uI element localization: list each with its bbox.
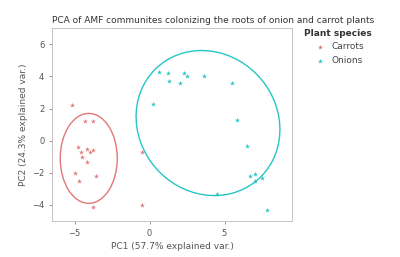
Y-axis label: PC2 (24.3% explained var.): PC2 (24.3% explained var.): [19, 63, 28, 186]
Point: [251, 172, 258, 177]
Point: [251, 179, 258, 183]
Point: [71, 171, 78, 175]
Point: [244, 143, 250, 148]
Point: [89, 119, 96, 124]
Point: [184, 75, 190, 79]
Point: [263, 208, 270, 212]
Point: [74, 145, 81, 149]
Point: [166, 79, 172, 83]
Point: [92, 174, 99, 178]
Point: [176, 81, 183, 85]
Point: [76, 179, 82, 183]
Point: [83, 147, 90, 151]
Point: [83, 160, 90, 164]
Point: [139, 150, 145, 154]
Point: [155, 70, 162, 74]
Point: [89, 148, 96, 152]
Point: [200, 75, 207, 79]
Point: [247, 174, 253, 178]
Point: [139, 203, 145, 207]
Point: [82, 119, 88, 124]
Point: [181, 71, 187, 75]
Point: [86, 150, 93, 154]
Point: [79, 155, 85, 159]
Point: [164, 71, 171, 75]
Point: [77, 150, 84, 154]
Point: [259, 176, 265, 180]
Point: [89, 205, 96, 209]
Text: PCA of AMF communites colonizing the roots of onion and carrot plants: PCA of AMF communites colonizing the roo…: [52, 16, 374, 25]
X-axis label: PC1 (57.7% explained var.): PC1 (57.7% explained var.): [110, 242, 234, 251]
Point: [214, 192, 220, 196]
Point: [149, 102, 156, 106]
Point: [233, 118, 240, 122]
Legend: Carrots, Onions: Carrots, Onions: [304, 29, 372, 65]
Point: [68, 103, 75, 107]
Point: [229, 81, 235, 85]
